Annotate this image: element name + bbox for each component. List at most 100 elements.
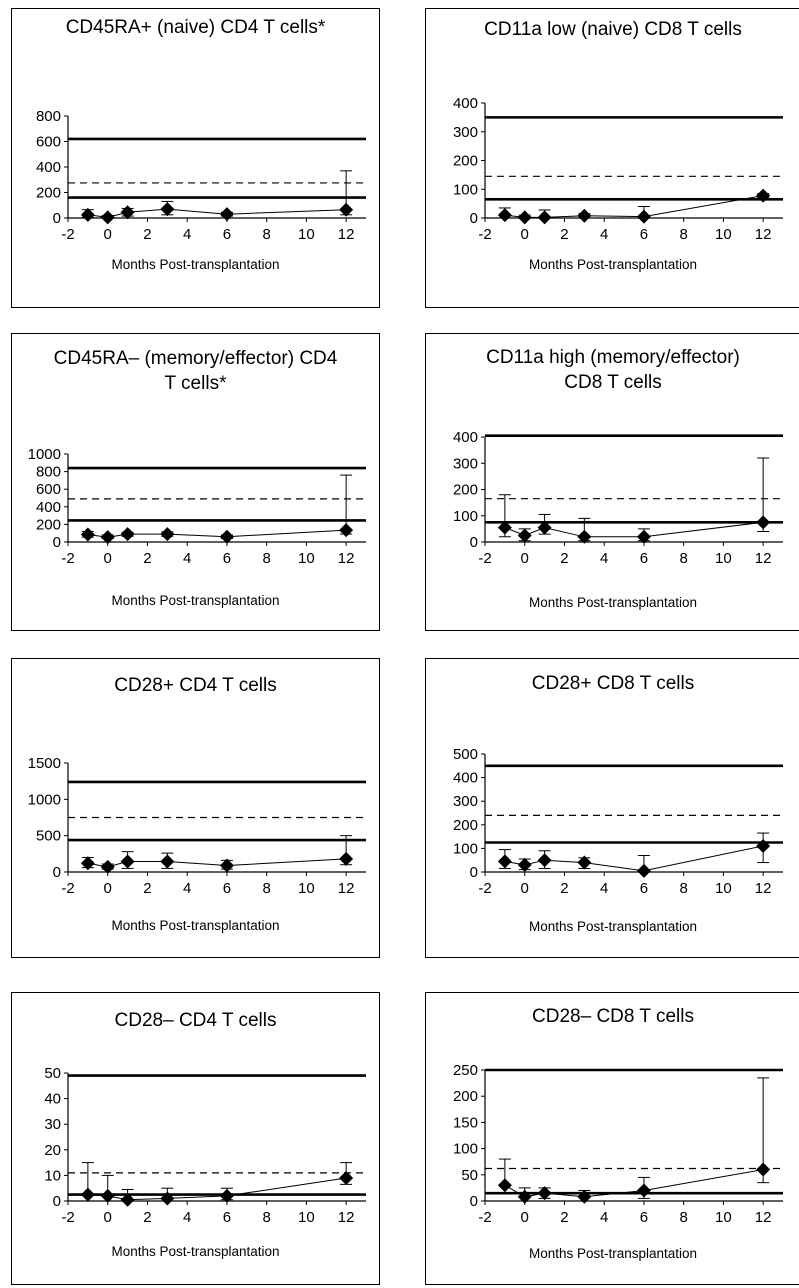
x-tick-label: 10: [298, 550, 315, 567]
data-point: [577, 855, 592, 870]
data-point: [636, 1183, 651, 1198]
data-point: [160, 202, 175, 217]
data-point: [120, 1192, 135, 1207]
y-tick-label: 0: [470, 1193, 478, 1210]
y-tick-label: 0: [53, 1193, 61, 1210]
data-point: [100, 530, 115, 545]
chart-panel: CD28– CD8 T cells Months Post-transplanta…: [425, 992, 799, 1285]
data-point: [756, 515, 771, 530]
y-tick-label: 400: [453, 770, 478, 787]
y-tick-label: 100: [453, 181, 478, 198]
y-tick-label: 500: [453, 746, 478, 763]
data-point: [120, 854, 135, 869]
y-tick-label: 200: [36, 516, 61, 533]
data-point: [497, 520, 512, 535]
data-point: [537, 1186, 552, 1201]
data-point: [636, 529, 651, 544]
x-tick-label: 8: [679, 226, 687, 243]
chart-title: CD11a high (memory/effector) CD8 T cells: [486, 347, 740, 393]
x-tick-label: 2: [143, 880, 151, 897]
x-tick-label: 10: [715, 1209, 732, 1226]
x-tick-label: -2: [478, 880, 491, 897]
x-tick-label: 2: [560, 880, 568, 897]
y-tick-label: 400: [453, 95, 478, 112]
data-point: [120, 205, 135, 220]
chart-panel: CD11a high (memory/effector) CD8 T cells…: [425, 333, 799, 631]
y-tick-label: 500: [36, 828, 61, 845]
y-tick-label: 300: [453, 124, 478, 141]
x-tick-label: 10: [298, 1209, 315, 1226]
x-tick-label: 6: [640, 1209, 648, 1226]
x-tick-label: 12: [338, 550, 355, 567]
data-point: [339, 851, 354, 866]
x-tick-label: 6: [223, 226, 231, 243]
x-tick-label: 12: [755, 1209, 772, 1226]
data-point: [80, 207, 95, 222]
x-tick-label: 12: [338, 1209, 355, 1226]
data-point: [100, 1188, 115, 1203]
y-tick-label: 0: [470, 534, 478, 551]
data-point: [636, 209, 651, 224]
y-tick-label: 0: [53, 210, 61, 227]
data-point: [517, 857, 532, 872]
x-tick-label: 12: [338, 880, 355, 897]
data-point: [497, 854, 512, 869]
x-axis-label: Months Post-transplantation: [528, 1246, 698, 1261]
x-tick-label: 2: [560, 1209, 568, 1226]
x-tick-label: 10: [298, 226, 315, 243]
chart-panel: CD45RA– (memory/effector) CD4 T cells* Mo…: [11, 333, 380, 631]
y-tick-label: 200: [453, 1088, 478, 1105]
x-axis-label: Months Post-transplantation: [111, 593, 280, 608]
x-tick-label: -2: [61, 1209, 74, 1226]
x-tick-label: 8: [679, 550, 687, 567]
data-point: [497, 208, 512, 223]
y-tick-label: 1000: [28, 446, 61, 463]
y-tick-label: 600: [36, 481, 61, 498]
data-point: [219, 529, 234, 544]
x-axis-label: Months Post-transplantation: [111, 257, 280, 272]
data-point: [636, 863, 651, 878]
x-tick-label: 4: [183, 1209, 191, 1226]
chart-title: CD28– CD8 T cells: [532, 1006, 694, 1027]
chart-panel: CD45RA+ (naive) CD4 T cells* Months Post-…: [11, 8, 380, 308]
x-tick-label: 0: [521, 1209, 529, 1226]
x-tick-label: -2: [478, 550, 491, 567]
y-tick-label: 30: [44, 1116, 61, 1133]
data-point: [219, 207, 234, 222]
y-tick-label: 10: [44, 1167, 61, 1184]
data-point: [756, 1162, 771, 1177]
data-point: [577, 1189, 592, 1204]
data-point: [160, 1191, 175, 1206]
x-axis-label: Months Post-transplantation: [528, 257, 698, 272]
y-tick-label: 400: [36, 499, 61, 516]
x-tick-label: 0: [521, 550, 529, 567]
x-tick-label: 10: [715, 550, 732, 567]
y-tick-label: 0: [470, 210, 478, 227]
x-tick-label: 2: [143, 1209, 151, 1226]
y-tick-label: 0: [53, 864, 61, 881]
y-tick-label: 0: [53, 534, 61, 551]
chart-title: CD45RA– (memory/effector) CD4 T cells*: [53, 348, 338, 394]
chart-panel: CD28+ CD4 T cells Months Post-transplanta…: [11, 658, 380, 958]
data-point: [219, 858, 234, 873]
y-tick-label: 800: [36, 108, 61, 125]
x-tick-label: -2: [61, 550, 74, 567]
x-tick-label: -2: [61, 880, 74, 897]
data-point: [517, 1189, 532, 1204]
chart-panel: CD28+ CD8 T cells Months Post-transplanta…: [425, 658, 799, 958]
x-tick-label: 10: [715, 226, 732, 243]
data-point: [100, 210, 115, 225]
y-tick-label: 200: [453, 817, 478, 834]
y-tick-label: 300: [453, 455, 478, 472]
y-tick-label: 50: [44, 1065, 61, 1082]
data-point: [577, 208, 592, 223]
y-tick-label: 250: [453, 1062, 478, 1079]
y-tick-label: 100: [453, 1141, 478, 1158]
x-tick-label: 6: [640, 880, 648, 897]
x-tick-label: 4: [600, 226, 608, 243]
